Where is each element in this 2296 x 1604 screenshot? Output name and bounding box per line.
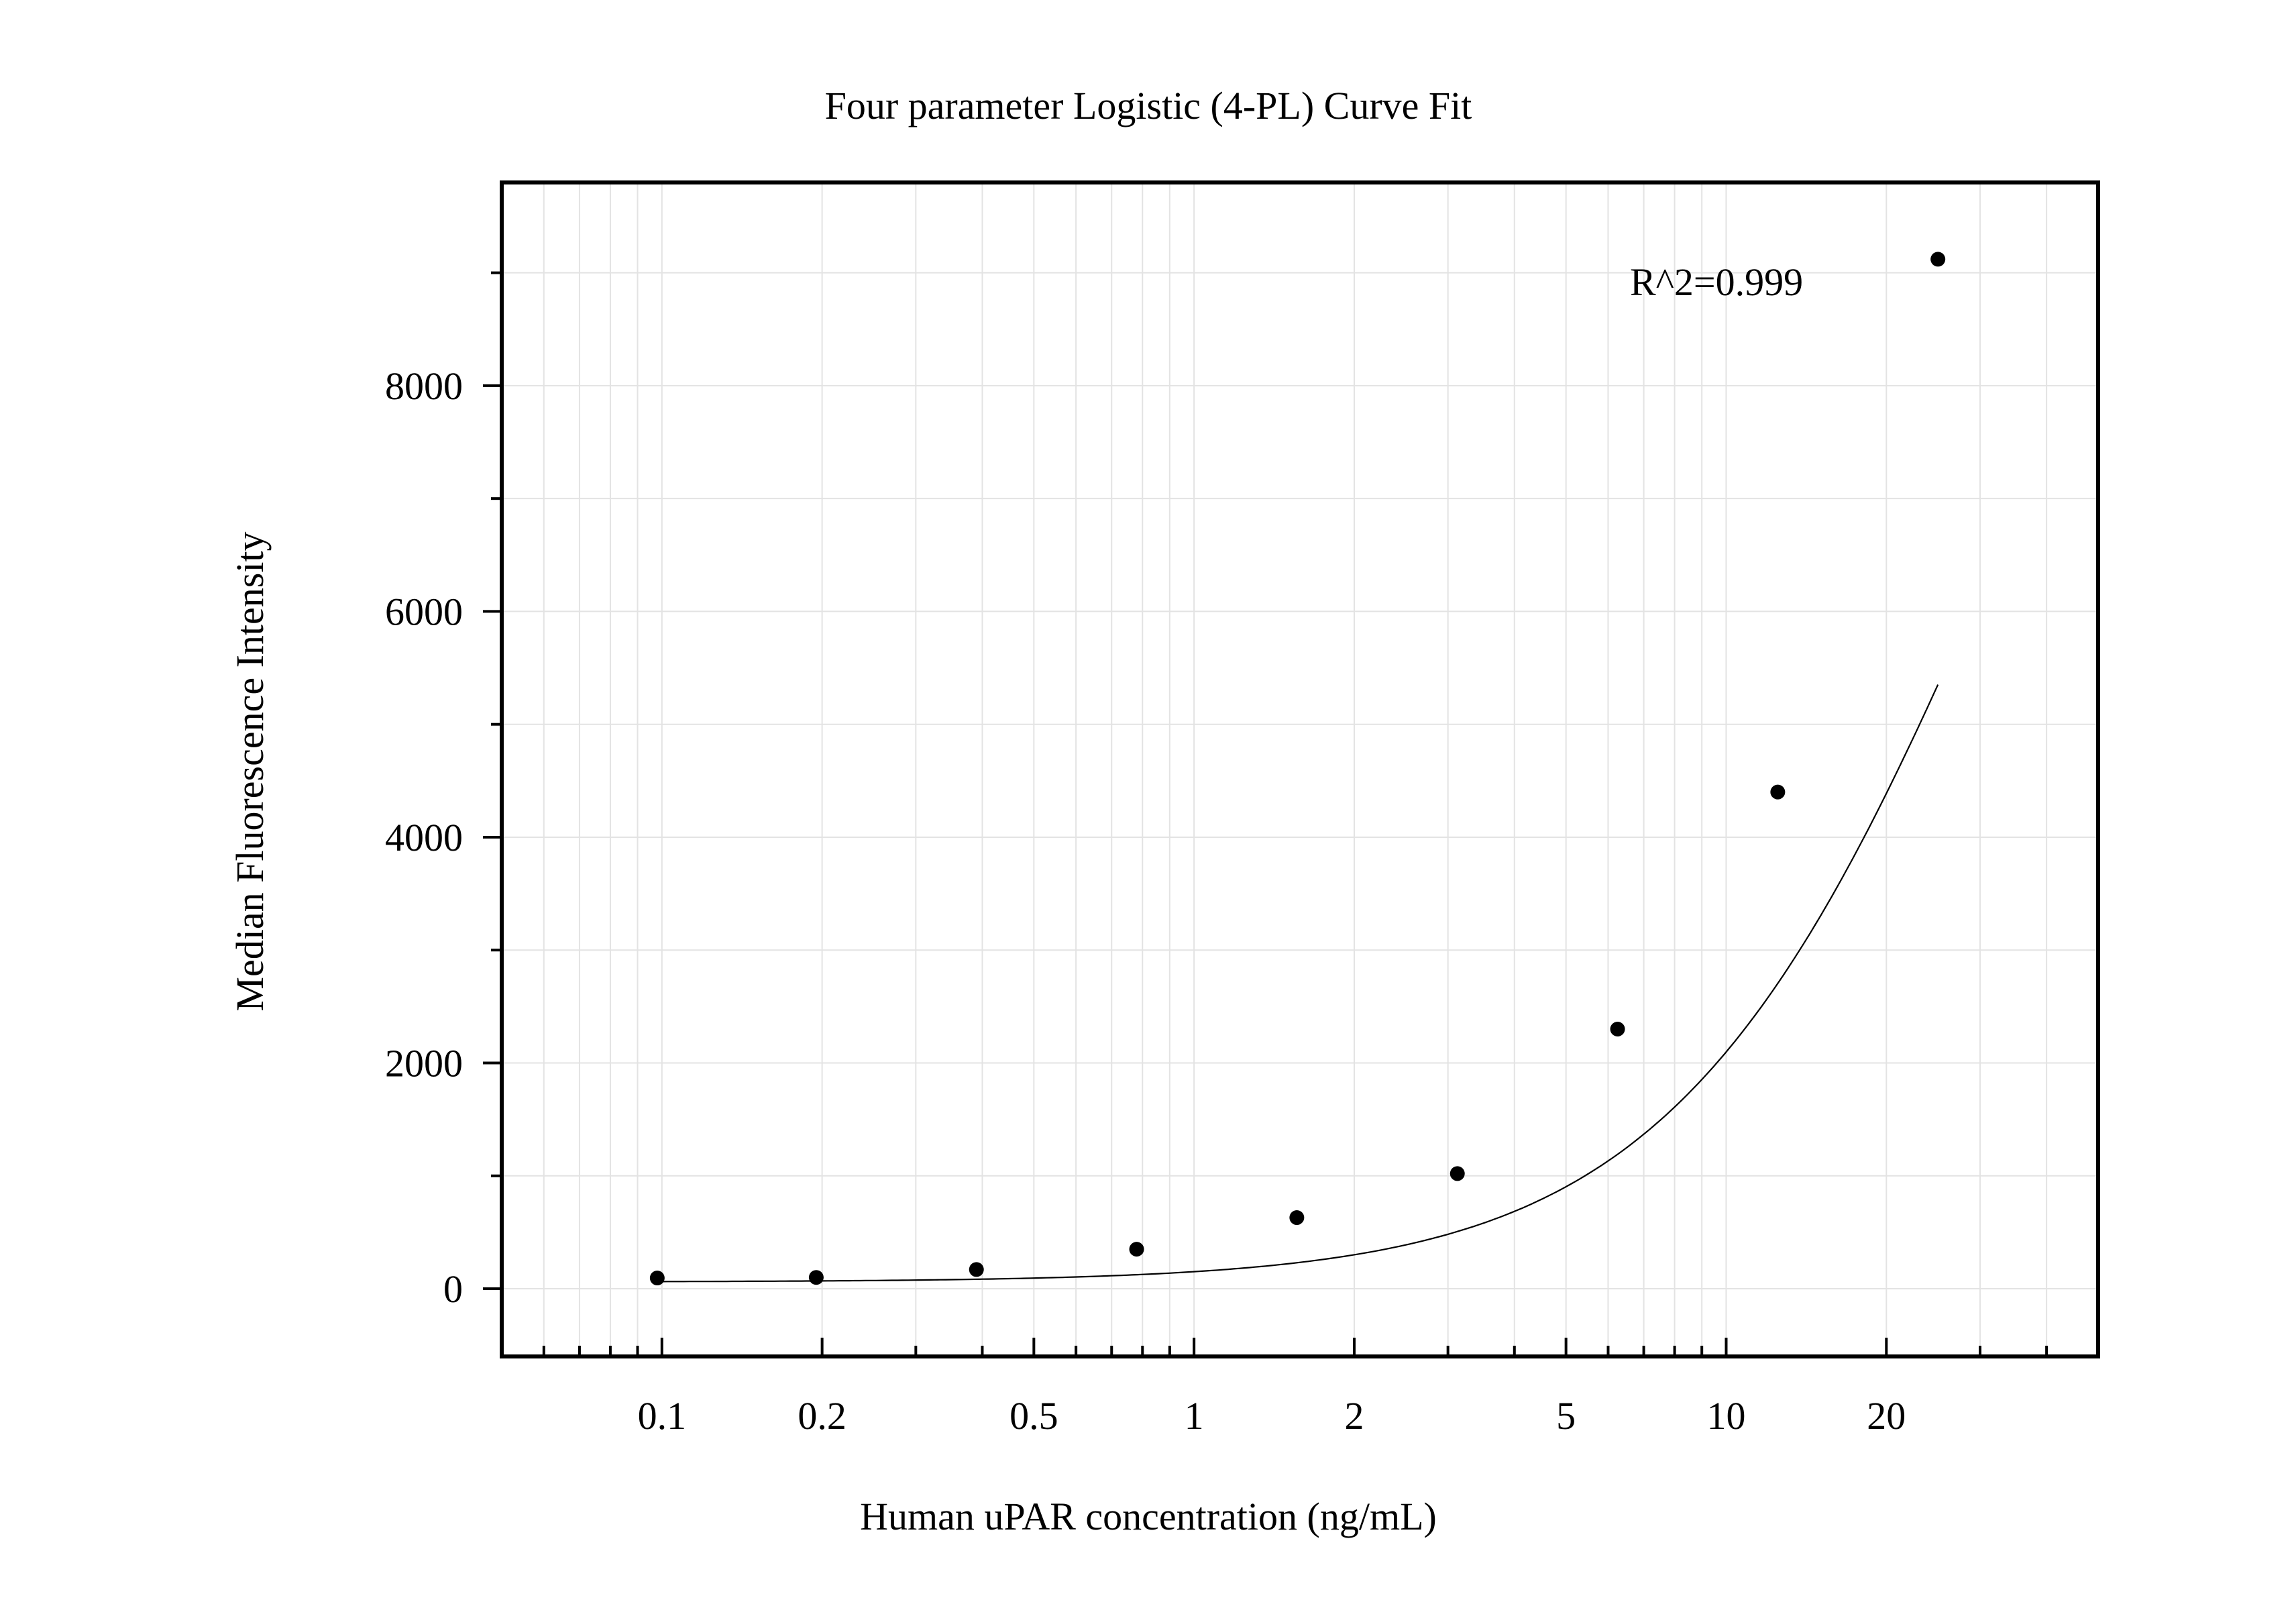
data-point bbox=[808, 1270, 824, 1285]
y-tick-label: 2000 bbox=[385, 1042, 463, 1085]
x-tick-labels: 0.1 0.2 0.5 1 2 5 10 20 bbox=[638, 1394, 1906, 1438]
x-tick-label: 0.1 bbox=[638, 1394, 687, 1438]
data-points bbox=[649, 252, 1946, 1286]
x-tick-label: 5 bbox=[1556, 1394, 1576, 1438]
x-tick-label: 0.2 bbox=[798, 1394, 846, 1438]
data-point bbox=[1930, 252, 1946, 267]
x-tick-label: 1 bbox=[1185, 1394, 1204, 1438]
chart-title: Four parameter Logistic (4-PL) Curve Fit bbox=[825, 84, 1472, 127]
grid bbox=[502, 182, 2098, 1356]
r-squared-annotation: R^2=0.999 bbox=[1630, 260, 1803, 304]
y-tick-labels: 0 2000 4000 6000 8000 bbox=[385, 364, 463, 1311]
y-tick-label: 6000 bbox=[385, 590, 463, 633]
axis-ticks bbox=[483, 271, 2048, 1356]
x-tick-label: 20 bbox=[1867, 1394, 1906, 1438]
data-point bbox=[1770, 784, 1786, 800]
x-tick-label: 2 bbox=[1344, 1394, 1364, 1438]
data-point bbox=[969, 1262, 984, 1277]
fit-curve bbox=[657, 684, 1939, 1283]
data-point bbox=[649, 1271, 665, 1286]
plot-frame bbox=[500, 180, 2100, 1358]
x-tick-label: 0.5 bbox=[1009, 1394, 1058, 1438]
data-point bbox=[1289, 1210, 1305, 1226]
x-axis-label: Human uPAR concentration (ng/mL) bbox=[860, 1495, 1437, 1538]
y-axis-label: Median Fluorescence Intensity bbox=[228, 531, 272, 1011]
data-point bbox=[1129, 1242, 1144, 1257]
data-point bbox=[1610, 1022, 1625, 1037]
y-tick-label: 4000 bbox=[385, 816, 463, 859]
x-tick-label: 10 bbox=[1706, 1394, 1745, 1438]
data-point bbox=[1450, 1166, 1465, 1181]
y-tick-label: 0 bbox=[443, 1267, 463, 1311]
fit-curve-layer bbox=[657, 684, 1939, 1283]
y-tick-label: 8000 bbox=[385, 364, 463, 408]
